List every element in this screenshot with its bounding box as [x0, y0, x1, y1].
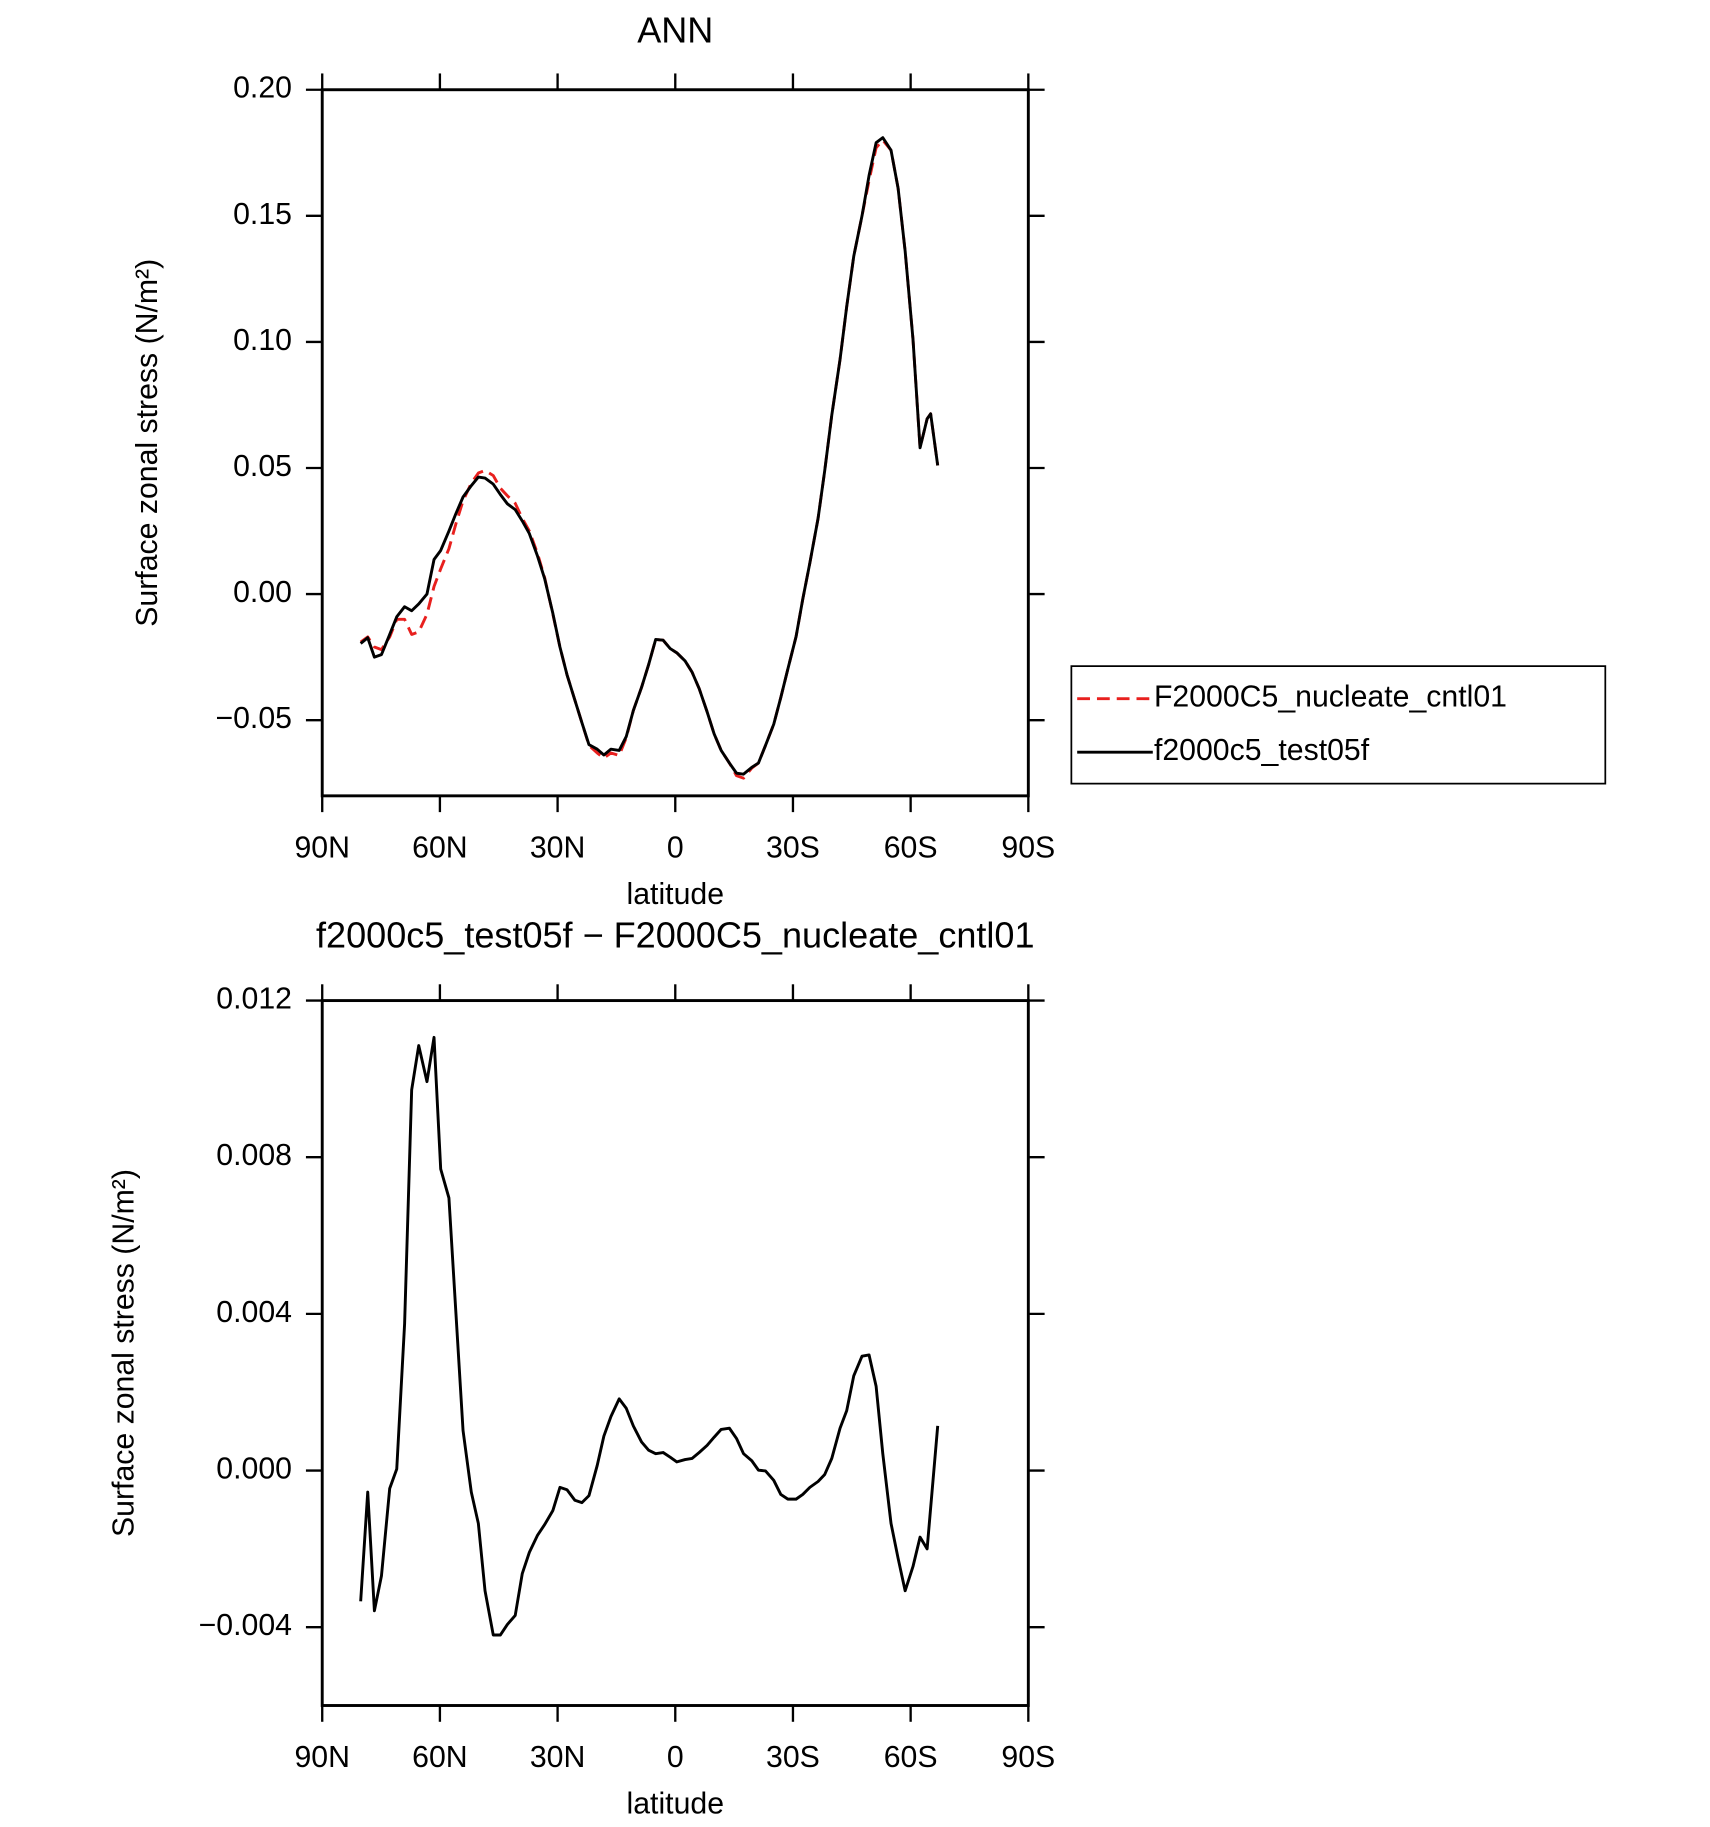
x-tick-label: 0 — [667, 1741, 684, 1774]
y-axis-label: Surface zonal stress (N/m²) — [131, 259, 164, 627]
data-line — [359, 138, 940, 780]
y-tick-label: −0.004 — [199, 1609, 292, 1642]
plot-frame — [320, 999, 1030, 1707]
x-tick-label: 90S — [1001, 1741, 1055, 1774]
x-tick-label: 60N — [412, 831, 467, 864]
x-tick-label: 60S — [884, 1741, 938, 1774]
x-axis-label: latitude — [627, 1788, 725, 1821]
x-tick-label: 30S — [766, 1741, 820, 1774]
y-axis-label: Surface zonal stress (N/m²) — [108, 1169, 141, 1537]
x-tick-label: 60N — [412, 1741, 467, 1774]
legend-label: f2000c5_test05f — [1154, 734, 1370, 767]
x-tick-label: 90S — [1001, 831, 1055, 864]
chart-title: f2000c5_test05f − F2000C5_nucleate_cntl0… — [316, 914, 1034, 955]
y-tick-label: 0.000 — [216, 1453, 292, 1486]
x-tick-label: 90N — [294, 831, 349, 864]
y-tick-label: 0.004 — [216, 1296, 292, 1329]
y-tick-label: 0.05 — [233, 450, 292, 483]
chart-title: ANN — [637, 9, 713, 50]
data-line — [359, 1035, 940, 1637]
legend-label: F2000C5_nucleate_cntl01 — [1154, 681, 1507, 714]
y-tick-label: 0.20 — [233, 72, 292, 105]
x-tick-label: 0 — [667, 831, 684, 864]
y-tick-label: 0.00 — [233, 576, 292, 609]
x-tick-label: 30S — [766, 831, 820, 864]
y-tick-label: −0.05 — [215, 702, 292, 735]
x-tick-label: 30N — [530, 1741, 585, 1774]
data-line — [359, 136, 940, 776]
x-tick-label: 90N — [294, 1741, 349, 1774]
y-tick-label: 0.10 — [233, 324, 292, 357]
y-tick-label: 0.008 — [216, 1139, 292, 1172]
x-tick-label: 30N — [530, 831, 585, 864]
y-tick-label: 0.15 — [233, 198, 292, 231]
x-tick-label: 60S — [884, 831, 938, 864]
x-axis-label: latitude — [627, 878, 725, 911]
y-tick-label: 0.012 — [216, 983, 292, 1016]
legend-box — [1070, 665, 1607, 785]
